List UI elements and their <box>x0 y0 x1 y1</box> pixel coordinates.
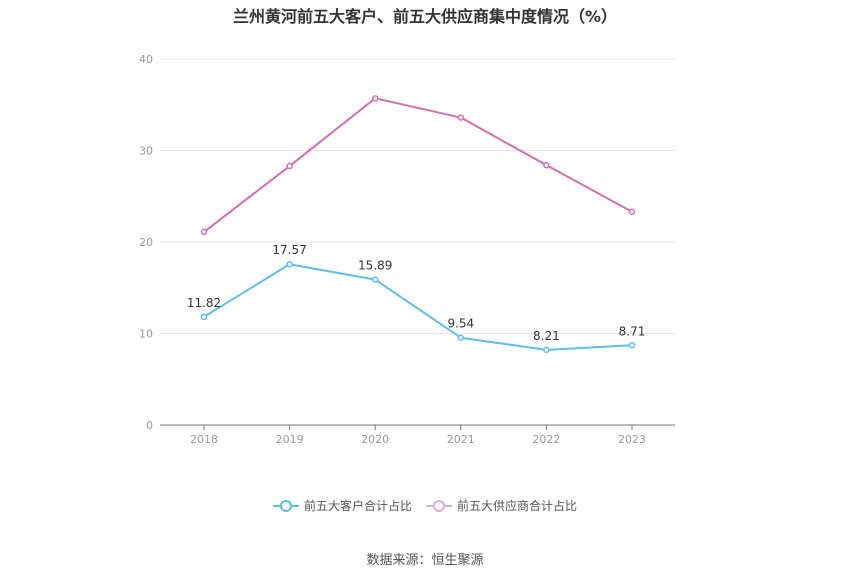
x-axis: 2018 2019 2020 2021 2022 2023 <box>160 424 675 446</box>
legend-label-customers: 前五大客户合计占比 <box>303 499 412 513</box>
y-tick-label: 10 <box>139 328 153 341</box>
data-label: 8.21 <box>533 329 560 343</box>
legend-marker-suppliers <box>426 499 452 512</box>
x-tick-label: 2022 <box>532 433 560 446</box>
y-tick-label: 20 <box>139 236 153 249</box>
x-tick-label: 2021 <box>447 433 475 446</box>
data-label: 9.54 <box>447 317 474 331</box>
data-label: 17.57 <box>272 243 306 257</box>
data-label: 15.89 <box>358 259 392 273</box>
series-point-0[interactable] <box>200 313 208 321</box>
x-tick-label: 2020 <box>361 433 389 446</box>
data-source: 数据来源：恒生聚源 <box>366 553 484 568</box>
legend-item-customers[interactable]: 前五大客户合计占比 <box>272 497 412 514</box>
legend: 前五大客户合计占比 前五大供应商合计占比 <box>0 497 850 514</box>
chart-title: 兰州黄河前五大客户、前五大供应商集中度情况（%） <box>232 7 618 26</box>
data-label: 8.71 <box>619 324 646 338</box>
line-chart: 0 10 20 30 40 2018 2019 2020 2021 2022 2023 11.82… <box>139 53 675 446</box>
data-label: 11.82 <box>187 296 221 310</box>
series-point-0[interactable] <box>457 334 465 341</box>
series-point-0[interactable] <box>543 346 550 354</box>
x-tick-label: 2019 <box>276 433 304 446</box>
y-axis: 0 10 20 30 40 <box>139 53 153 432</box>
series-line-0 <box>203 263 633 351</box>
y-tick-label: 30 <box>139 145 153 158</box>
data-labels: 11.82 17.57 15.89 9.54 8.21 8.71 <box>187 243 646 343</box>
legend-marker-customers <box>272 499 299 512</box>
x-tick-label: 2023 <box>618 433 646 446</box>
legend-label-suppliers: 前五大供应商合计占比 <box>457 499 578 513</box>
y-tick-label: 0 <box>146 419 153 432</box>
series-point-1[interactable] <box>543 161 550 169</box>
x-tick-label: 2018 <box>190 433 218 446</box>
series-point-0[interactable] <box>371 276 379 283</box>
series-point-1[interactable] <box>371 95 379 102</box>
series-point-1[interactable] <box>286 162 293 170</box>
series-layer <box>200 95 636 354</box>
series-point-0[interactable] <box>628 342 636 349</box>
series-point-1[interactable] <box>628 208 636 216</box>
series-point-1[interactable] <box>457 114 465 121</box>
legend-item-suppliers[interactable]: 前五大供应商合计占比 <box>426 497 577 514</box>
series-point-0[interactable] <box>286 260 293 268</box>
series-line-1 <box>203 97 633 233</box>
y-tick-label: 40 <box>139 53 153 66</box>
grid-lines <box>160 58 675 334</box>
series-point-1[interactable] <box>200 228 208 236</box>
